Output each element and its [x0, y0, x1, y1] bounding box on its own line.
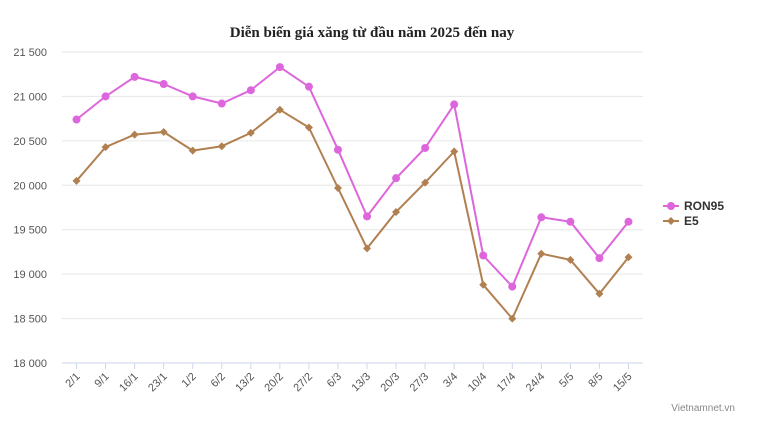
data-point-e5	[537, 249, 546, 258]
x-tick-label: 3/4	[441, 371, 460, 390]
x-tick-label: 27/3	[408, 371, 432, 395]
data-point-e5	[275, 105, 284, 114]
data-point-ron95	[217, 99, 226, 108]
data-point-ron95	[566, 217, 575, 226]
data-point-e5	[101, 143, 110, 152]
data-point-ron95	[159, 79, 168, 88]
x-tick-label: 15/5	[611, 371, 635, 395]
credit-label: Vietnamnet.vn	[671, 403, 735, 414]
x-tick-label: 27/2	[291, 371, 315, 395]
y-tick-label: 18 000	[13, 358, 47, 370]
series-group	[72, 63, 633, 323]
data-point-ron95	[304, 82, 313, 91]
data-point-ron95	[421, 143, 430, 152]
data-point-e5	[333, 183, 342, 192]
x-tick-label: 1/2	[180, 371, 199, 390]
y-tick-label: 21 500	[13, 47, 47, 59]
x-tick-label: 5/5	[557, 371, 576, 390]
x-tick-label: 8/5	[586, 371, 605, 390]
x-tick-label: 20/2	[262, 371, 286, 395]
data-point-ron95	[537, 213, 546, 222]
y-tick-label: 21 000	[13, 91, 47, 103]
data-point-ron95	[333, 145, 342, 154]
x-tick-label: 24/4	[524, 371, 548, 395]
chart-title: Diễn biến giá xăng từ đầu năm 2025 đến n…	[230, 25, 515, 41]
data-point-e5	[72, 176, 81, 185]
data-point-ron95	[479, 251, 488, 260]
data-point-e5	[217, 142, 226, 151]
data-point-e5	[159, 127, 168, 136]
legend-marker	[667, 217, 675, 225]
series-line-ron95	[75, 66, 630, 288]
data-point-ron95	[450, 100, 459, 109]
data-point-e5	[624, 253, 633, 262]
data-point-ron95	[595, 254, 604, 263]
data-point-e5	[450, 147, 459, 156]
data-point-ron95	[246, 86, 255, 95]
y-tick-label: 20 500	[13, 136, 47, 148]
grid-lines	[62, 51, 643, 364]
data-point-e5	[304, 123, 313, 132]
legend-marker	[667, 202, 675, 210]
data-point-e5	[479, 280, 488, 289]
x-tick-label: 16/1	[117, 371, 141, 395]
data-point-e5	[595, 289, 604, 298]
data-point-e5	[130, 130, 139, 139]
y-tick-label: 20 000	[13, 180, 47, 192]
x-tick-label: 2/1	[63, 371, 82, 390]
x-tick-label: 6/2	[209, 371, 228, 390]
legend-label: E5	[684, 214, 699, 228]
x-tick-label: 13/3	[350, 371, 374, 395]
data-point-e5	[421, 178, 430, 187]
data-point-ron95	[130, 72, 139, 81]
data-point-ron95	[508, 282, 517, 291]
data-point-ron95	[72, 115, 81, 124]
x-tick-label: 20/3	[379, 371, 403, 395]
legend-label: RON95	[684, 199, 724, 213]
data-point-e5	[392, 207, 401, 216]
data-point-e5	[188, 146, 197, 155]
x-tick-label: 9/1	[92, 371, 111, 390]
x-axis: 2/1 9/1 16/1 23/1 1/2 6/2 13/2 20/2 27/2 6/3 13/3 2…	[62, 362, 643, 395]
x-tick-label: 17/4	[495, 371, 519, 395]
x-tick-label: 10/4	[466, 371, 490, 395]
x-tick-label: 23/1	[146, 371, 170, 395]
y-tick-label: 19 500	[13, 225, 47, 237]
legend-item-e5: E5	[663, 214, 699, 228]
data-point-ron95	[624, 217, 633, 226]
data-point-ron95	[101, 92, 110, 101]
x-tick-label: 6/3	[325, 371, 344, 390]
data-point-e5	[246, 128, 255, 137]
data-point-e5	[508, 314, 517, 323]
data-point-ron95	[392, 174, 401, 183]
y-tick-label: 18 500	[13, 314, 47, 326]
data-point-ron95	[275, 63, 284, 72]
data-point-e5	[363, 244, 372, 253]
legend-item-ron95: RON95	[663, 199, 724, 213]
series-line-e5	[75, 108, 630, 320]
data-point-ron95	[188, 92, 197, 101]
data-point-ron95	[363, 212, 372, 221]
x-tick-label: 13/2	[233, 371, 257, 395]
y-tick-label: 19 000	[13, 269, 47, 281]
data-point-e5	[566, 255, 575, 264]
y-axis: 18 000 18 500 19 000 19 500 20 000 20 500 21 0…	[13, 47, 47, 370]
